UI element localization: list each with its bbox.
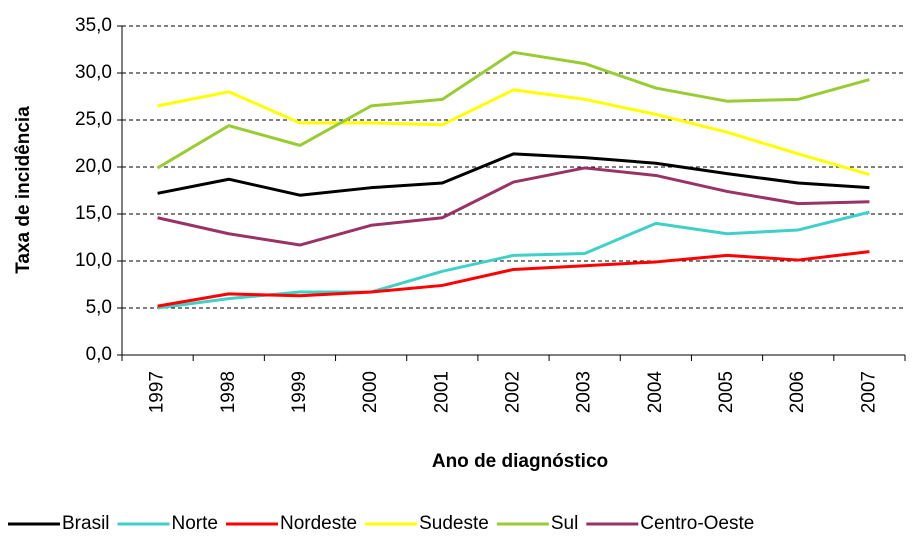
series-line (157, 166, 870, 247)
y-tick-label: 5,0 (86, 297, 112, 318)
legend-label: Nordeste (280, 513, 357, 534)
y-axis-title: Taxa de incidência (13, 106, 34, 274)
x-tick-label: 2007 (858, 371, 879, 413)
x-tick-label: 2005 (716, 371, 737, 413)
y-tick-label: 10,0 (75, 250, 112, 271)
y-tick-label: 35,0 (75, 15, 112, 36)
legend-label: Norte (172, 513, 218, 534)
legend-label: Centro-Oeste (640, 513, 754, 534)
legend-label: Sudeste (419, 513, 489, 534)
legend-label: Brasil (62, 513, 110, 534)
y-tick-label: 15,0 (75, 203, 112, 224)
series-line (157, 88, 870, 176)
x-axis-title: Ano de diagnóstico (432, 451, 608, 472)
y-tick-label: 0,0 (86, 344, 112, 365)
x-tick-label: 2002 (503, 371, 524, 413)
x-tick-label: 1998 (218, 371, 239, 413)
x-tick-label: 1997 (147, 371, 168, 413)
x-tick-label: 2006 (787, 371, 808, 413)
series-line (157, 250, 870, 308)
x-tick-label: 2004 (645, 371, 666, 414)
y-tick-label: 20,0 (75, 156, 112, 177)
y-tick-label: 25,0 (75, 109, 112, 130)
series-line (156, 50, 870, 170)
y-tick-label: 30,0 (75, 62, 112, 83)
x-tick-label: 1999 (289, 371, 310, 413)
legend-label: Sul (551, 513, 578, 534)
series-line (157, 152, 870, 197)
x-tick-label: 2003 (574, 371, 595, 413)
x-tick-label: 2001 (431, 371, 452, 413)
x-tick-label: 2000 (360, 371, 381, 413)
